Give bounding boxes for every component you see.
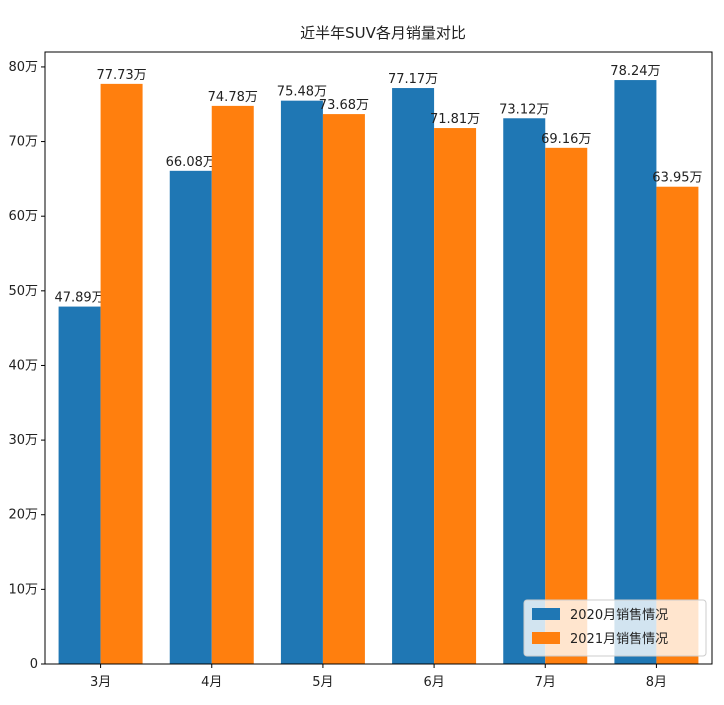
x-tick-label: 4月: [201, 675, 222, 690]
legend-swatch: [532, 608, 560, 620]
y-tick-label: 20万: [8, 508, 38, 523]
bar-value-label: 77.73万: [96, 68, 146, 83]
bar: [169, 170, 212, 664]
plot-frame: [44, 51, 713, 665]
x-tick-label: 3月: [90, 675, 111, 690]
bar-value-label: 69.16万: [541, 132, 591, 147]
bar-value-label: 47.89万: [54, 291, 104, 306]
bar-value-label: 75.48万: [277, 85, 327, 100]
plot-area: 0 10万 20万 30万 40万 50万 60万 70万 80万 3月 47.89万 77.73万 4…: [8, 60, 702, 690]
legend-box: [523, 599, 707, 657]
bar-value-label: 71.81万: [430, 112, 480, 127]
y-tick-label: 0: [30, 657, 38, 672]
x-tick-label: 6月: [423, 675, 444, 690]
y-tick-label: 40万: [8, 358, 38, 373]
bar-value-label: 77.17万: [388, 72, 438, 87]
legend-label: 2021月销售情况: [570, 631, 668, 647]
bar: [100, 83, 143, 665]
x-tick-label: 5月: [312, 675, 333, 690]
bar-value-label: 66.08万: [166, 155, 216, 170]
y-tick-label: 80万: [8, 60, 38, 75]
legend-swatch: [532, 632, 560, 644]
y-tick-label: 50万: [8, 284, 38, 299]
x-tick-label: 7月: [535, 675, 556, 690]
bar: [545, 147, 588, 664]
bar-value-label: 78.24万: [610, 64, 660, 79]
bar: [503, 118, 546, 664]
bar: [322, 114, 365, 665]
legend: 2020月销售情况 2021月销售情况: [523, 599, 707, 657]
bar: [280, 100, 323, 665]
chart-title: 近半年SUV各月销量对比: [300, 24, 466, 42]
bar: [211, 105, 254, 664]
bar-value-label: 73.12万: [499, 102, 549, 117]
y-tick-label: 70万: [8, 135, 38, 150]
bar-value-label: 63.95万: [652, 171, 702, 186]
y-tick-label: 60万: [8, 209, 38, 224]
x-tick-label: 8月: [646, 675, 667, 690]
bar: [58, 306, 101, 664]
bar: [434, 128, 477, 665]
bar-value-label: 73.68万: [319, 98, 369, 113]
bar: [392, 88, 435, 665]
legend-label: 2020月销售情况: [570, 607, 668, 623]
bar: [614, 80, 657, 664]
y-tick-label: 10万: [8, 582, 38, 597]
bar-value-label: 74.78万: [208, 90, 258, 105]
bar: [656, 186, 699, 664]
y-tick-label: 30万: [8, 433, 38, 448]
